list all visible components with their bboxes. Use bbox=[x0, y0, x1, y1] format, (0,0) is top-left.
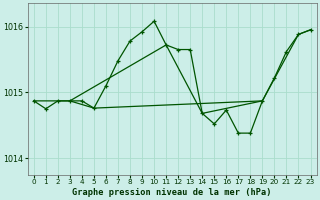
X-axis label: Graphe pression niveau de la mer (hPa): Graphe pression niveau de la mer (hPa) bbox=[72, 188, 272, 197]
